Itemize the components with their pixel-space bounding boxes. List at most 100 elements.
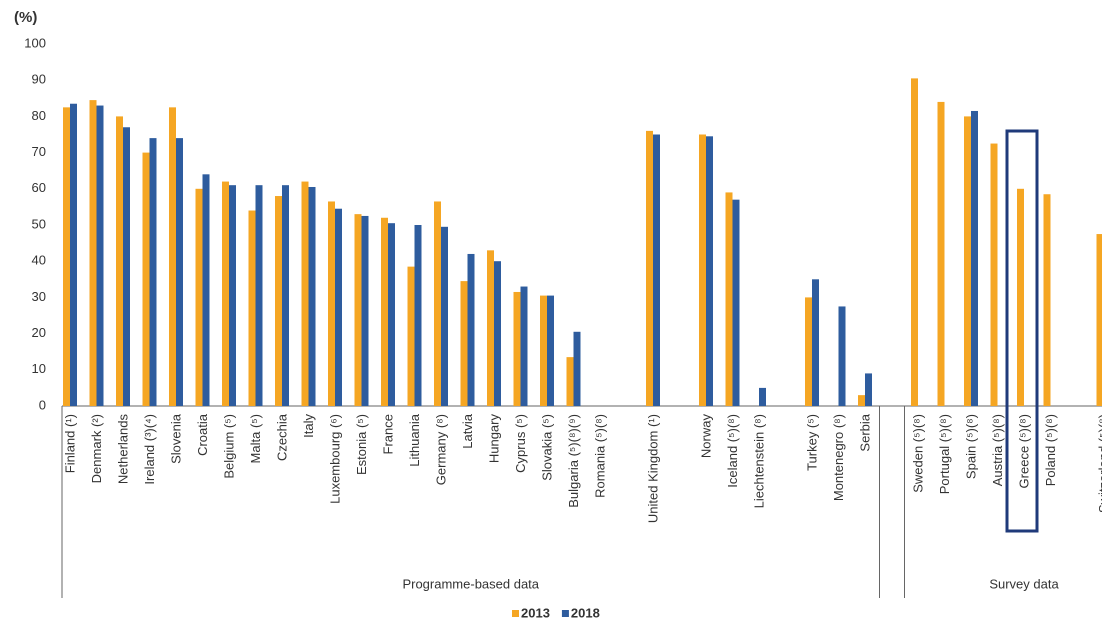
x-tick-label: Estonia (⁵) bbox=[354, 414, 369, 475]
highlight-box bbox=[1005, 129, 1039, 533]
x-tick-label: Ireland (³)(⁴) bbox=[142, 414, 157, 485]
x-tick-label: Belgium (⁵) bbox=[221, 414, 236, 479]
bar bbox=[494, 261, 501, 406]
x-tick-label: Cyprus (⁵) bbox=[513, 414, 528, 473]
x-tick-label: Italy bbox=[301, 414, 316, 438]
x-tick-label: Latvia bbox=[460, 413, 475, 448]
y-tick-label: 10 bbox=[32, 361, 46, 376]
legend-label: 2018 bbox=[571, 605, 600, 620]
bar bbox=[301, 181, 309, 406]
bar bbox=[460, 281, 468, 406]
x-tick-label: Norway bbox=[698, 414, 713, 459]
x-tick-label: Romania (⁵)(⁸) bbox=[592, 414, 607, 498]
bar bbox=[70, 103, 77, 406]
bar bbox=[255, 185, 263, 406]
x-tick-label: Poland (⁵)(⁸) bbox=[1043, 414, 1058, 486]
bar bbox=[566, 357, 574, 406]
bar bbox=[142, 152, 150, 406]
bar bbox=[646, 130, 653, 406]
bar bbox=[89, 100, 97, 407]
bar bbox=[1096, 234, 1102, 406]
x-tick-label: Turkey (⁵) bbox=[804, 414, 819, 471]
bar bbox=[805, 297, 812, 406]
x-tick-label: Denmark (²) bbox=[89, 414, 104, 483]
y-tick-label: 70 bbox=[32, 144, 46, 159]
x-tick-label: Montenegro (⁸) bbox=[831, 414, 846, 501]
bar bbox=[96, 105, 104, 406]
bar bbox=[275, 196, 282, 406]
bar bbox=[308, 186, 316, 406]
x-tick-label: Croatia bbox=[195, 413, 210, 456]
bar bbox=[381, 217, 388, 406]
x-tick-label: Slovakia (⁵) bbox=[539, 414, 554, 481]
x-tick-label: Serbia bbox=[857, 413, 872, 451]
bar bbox=[328, 201, 335, 406]
y-tick-label: 30 bbox=[32, 289, 46, 304]
bar bbox=[169, 107, 176, 406]
bar bbox=[971, 110, 978, 406]
bar bbox=[725, 192, 733, 406]
y-tick-label: 100 bbox=[24, 35, 46, 50]
legend-swatch bbox=[512, 610, 519, 617]
bar bbox=[388, 223, 395, 406]
y-tick-label: 90 bbox=[32, 72, 46, 87]
bar bbox=[812, 279, 819, 406]
bar bbox=[407, 266, 415, 406]
x-tick-label: Switzerland (⁵)(⁸) bbox=[1096, 414, 1102, 513]
x-tick-label: Hungary bbox=[486, 414, 501, 464]
y-unit-label: (%) bbox=[14, 9, 37, 26]
bar bbox=[964, 116, 971, 407]
x-tick-label: Bulgaria (⁵)(⁸)(⁹) bbox=[566, 414, 581, 508]
bar bbox=[858, 395, 865, 406]
bar bbox=[838, 306, 846, 406]
x-tick-label: France bbox=[380, 414, 395, 454]
bar bbox=[195, 188, 203, 406]
bar bbox=[759, 387, 766, 406]
bar bbox=[354, 214, 362, 406]
bar bbox=[414, 225, 422, 406]
y-tick-label: 0 bbox=[39, 397, 46, 412]
y-tick-label: 20 bbox=[32, 325, 46, 340]
x-tick-label: Finland (¹) bbox=[62, 414, 77, 473]
x-tick-label: Spain (⁵)(⁸) bbox=[963, 414, 978, 479]
bar bbox=[361, 215, 369, 406]
x-tick-label: Luxembourg (⁶) bbox=[327, 414, 342, 504]
y-tick-label: 40 bbox=[32, 253, 46, 268]
bar bbox=[176, 138, 183, 406]
bar bbox=[248, 210, 256, 406]
x-tick-label: Liechtenstein (⁸) bbox=[751, 414, 766, 508]
bar bbox=[149, 138, 157, 406]
bar bbox=[937, 101, 945, 407]
bar bbox=[222, 181, 229, 406]
x-tick-label: Lithuania bbox=[407, 413, 422, 467]
bar bbox=[434, 201, 441, 406]
bar bbox=[573, 331, 581, 406]
legend-swatch bbox=[561, 610, 569, 617]
bar bbox=[865, 373, 872, 406]
x-tick-label: Austria (⁵)(⁸) bbox=[990, 414, 1005, 486]
x-tick-label: Iceland (⁵)(⁸) bbox=[725, 414, 740, 488]
bar bbox=[513, 291, 521, 406]
x-tick-label: Czechia bbox=[274, 413, 289, 461]
bar bbox=[467, 253, 475, 406]
bar bbox=[653, 134, 660, 406]
bar bbox=[116, 116, 123, 407]
bar bbox=[732, 199, 740, 406]
x-tick-label: Slovenia bbox=[168, 413, 183, 464]
x-tick-label: Germany (⁸) bbox=[433, 414, 448, 485]
bar bbox=[699, 134, 706, 406]
bar bbox=[540, 295, 547, 406]
bar bbox=[202, 174, 210, 406]
bar bbox=[1017, 188, 1024, 406]
bar bbox=[1043, 194, 1051, 406]
bar bbox=[282, 185, 289, 406]
bar bbox=[487, 250, 494, 406]
group-label: Programme-based data bbox=[402, 576, 539, 591]
bar bbox=[990, 143, 998, 407]
bar bbox=[911, 78, 918, 406]
x-tick-label: Malta (⁵) bbox=[248, 414, 263, 463]
x-tick-label: Netherlands bbox=[115, 414, 130, 485]
y-tick-label: 80 bbox=[32, 108, 46, 123]
bar bbox=[229, 185, 236, 406]
